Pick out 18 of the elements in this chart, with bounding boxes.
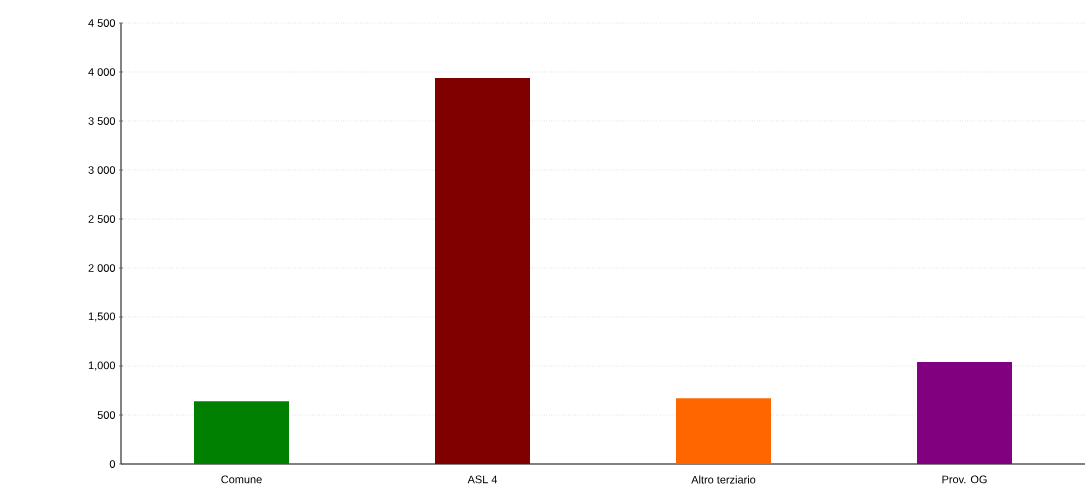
y-tick-label: 0	[109, 460, 116, 468]
y-tick-label: 4 000	[88, 68, 116, 76]
x-tick-label: Comune	[221, 475, 262, 484]
y-tick-label: 2 000	[88, 264, 116, 272]
y-tick-label: 4 500	[88, 19, 116, 27]
bar	[435, 77, 531, 464]
x-tick-label: Altro terziario	[691, 475, 756, 484]
y-tick-label: 1,000	[88, 361, 116, 371]
bar	[917, 362, 1013, 464]
y-tick-label: 500	[97, 411, 116, 419]
y-tick-label: 1,500	[88, 312, 116, 322]
bar	[194, 401, 289, 464]
x-tick-label: Prov. OG	[942, 475, 987, 484]
y-tick-label: 2 500	[88, 215, 116, 223]
y-tick-label: 3 000	[88, 166, 116, 174]
y-tick-label: 3 500	[88, 117, 116, 125]
bar	[676, 398, 772, 464]
x-tick-label: ASL 4	[467, 475, 498, 484]
